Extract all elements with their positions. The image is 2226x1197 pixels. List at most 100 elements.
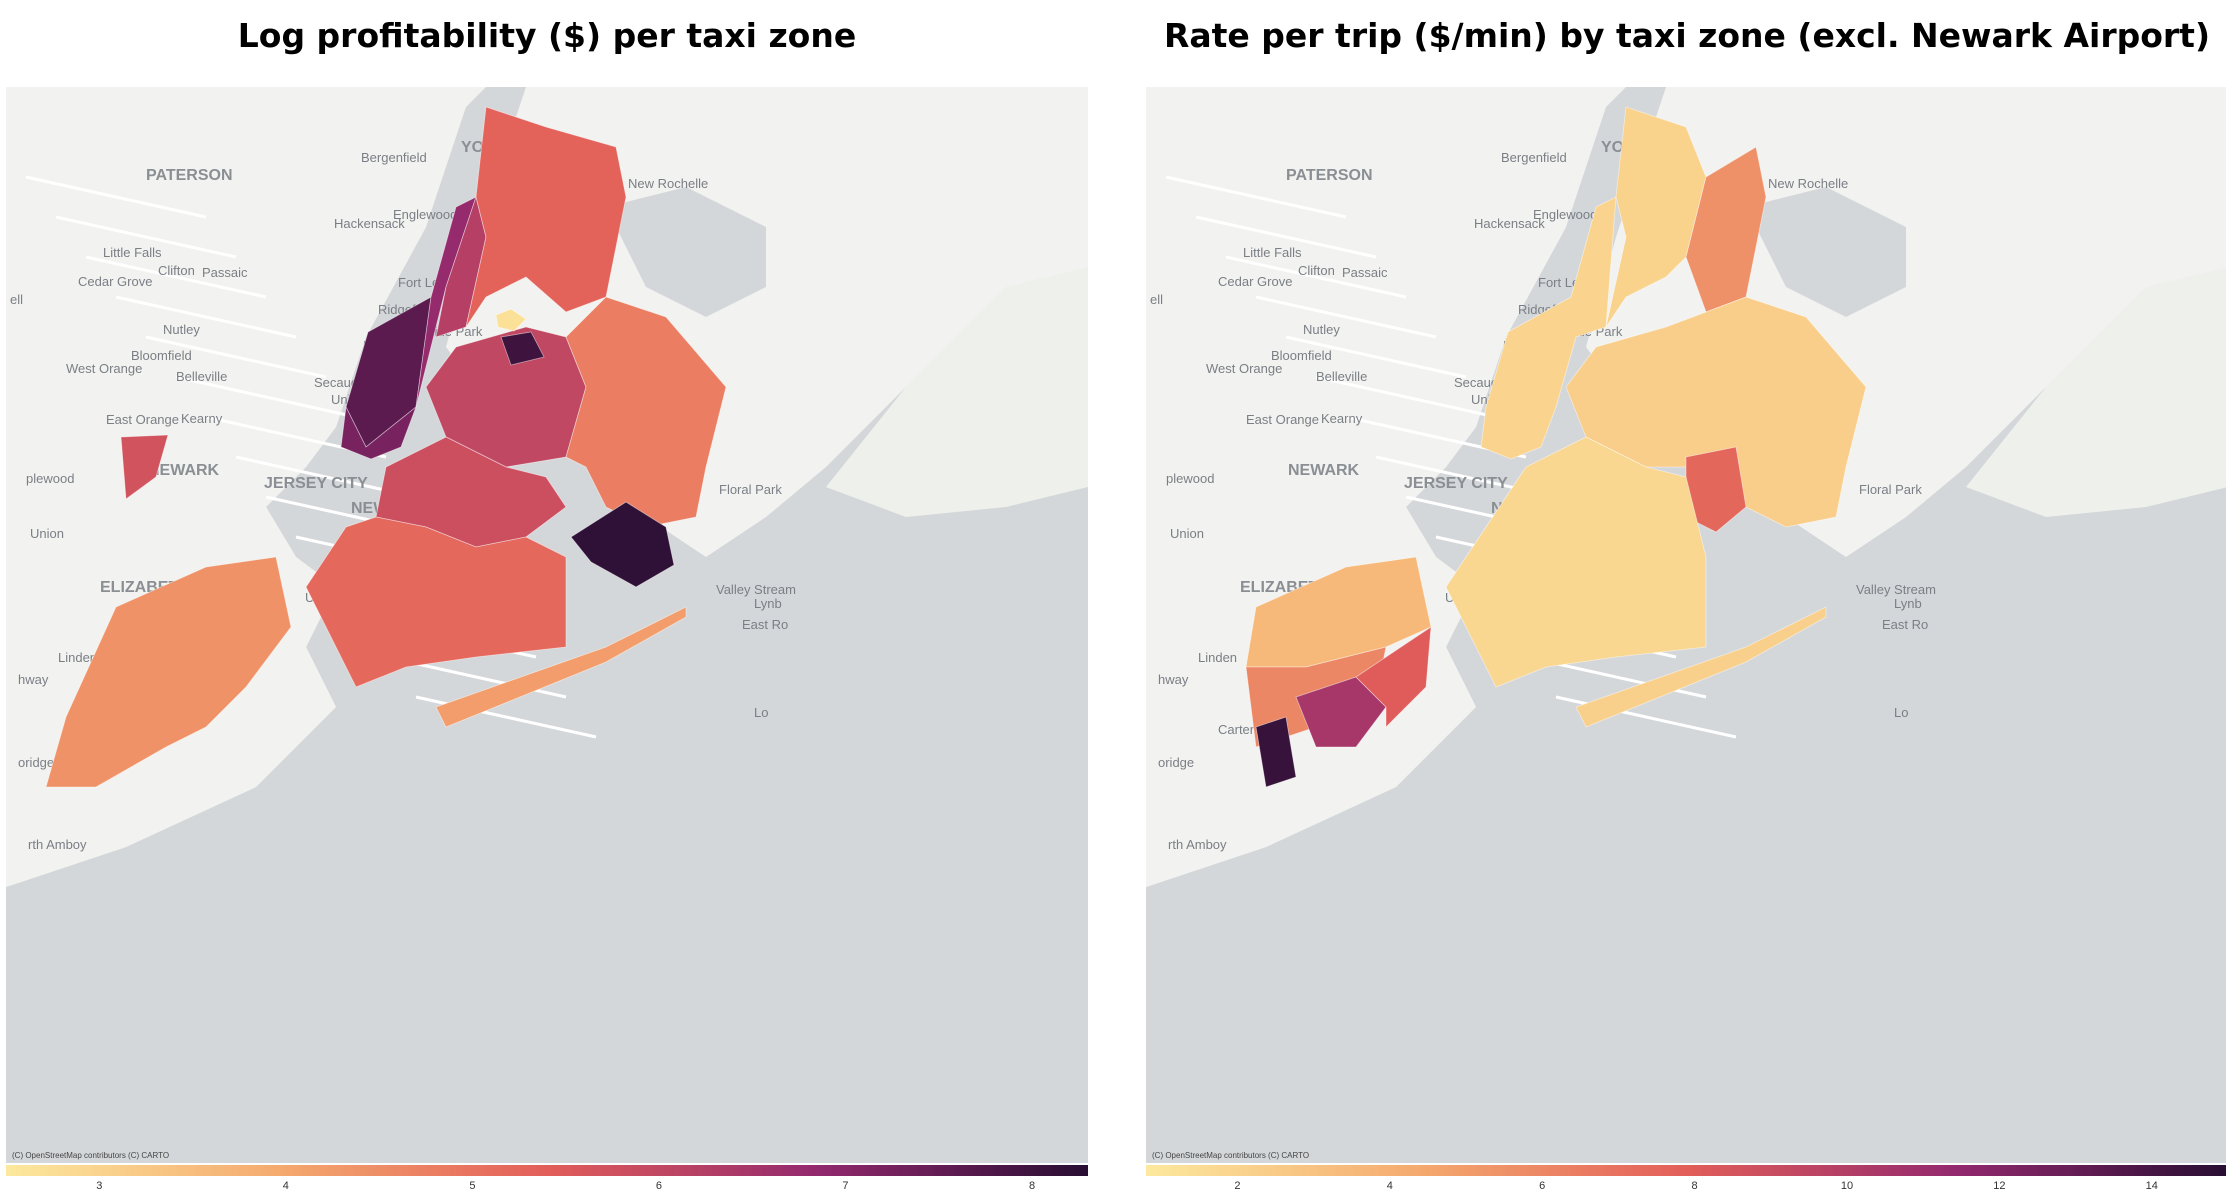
place-label: Linden [1198, 650, 1237, 665]
long-island-land [1966, 267, 2226, 517]
taxi-zone[interactable]: LaGuardia Airport [500, 331, 545, 366]
place-label: rth Amboy [1168, 837, 1227, 852]
place-label: oridge [1158, 755, 1194, 770]
place-label: PATERSON [146, 167, 233, 184]
place-label: East Ro [742, 617, 788, 632]
taxi-zone[interactable]: Rikers Island [495, 308, 527, 332]
place-label: Passaic [1342, 265, 1388, 280]
taxi-zone[interactable]: Manhattan [1480, 196, 1617, 460]
place-label: rth Amboy [28, 837, 87, 852]
place-label: ell [1150, 292, 1163, 307]
place-label: New Rochelle [628, 176, 708, 191]
place-label: East Orange [1246, 412, 1319, 427]
taxi-zone[interactable]: Rockaway [435, 606, 687, 728]
taxi-zone[interactable]: Rockaway [1575, 606, 1827, 728]
place-label: Kearny [1321, 411, 1363, 426]
place-label: Clifton [1298, 263, 1335, 278]
taxi-zone[interactable]: JFK Airport [570, 501, 675, 588]
long-island-land [826, 267, 1088, 517]
taxi-zone[interactable]: Staten Island south-east [1355, 626, 1432, 728]
place-label: Bergenfield [361, 150, 427, 165]
place-label: Linden [58, 650, 97, 665]
right-map[interactable]: YONKERSBergenfieldMount VeNew RochellePA… [1146, 87, 2226, 1163]
taxi-zone[interactable]: Queens east [565, 296, 727, 528]
right-map-title: Rate per trip ($/min) by taxi zone (excl… [1163, 16, 2211, 55]
place-label: Lynb [754, 596, 782, 611]
place-label: Englewood [393, 207, 457, 222]
place-label: JERSEY CITY [264, 475, 368, 492]
place-label: Union [1170, 526, 1204, 541]
left-colorbar-ticks: 3 4 5 6 7 8 [6, 1180, 1088, 1196]
place-label: NEWARK [1288, 462, 1360, 479]
water [1746, 187, 1906, 317]
road [145, 335, 327, 379]
place-label: Lo [754, 705, 768, 720]
colorbar-tick-label: 6 [655, 1180, 662, 1192]
right-map-panel: Rate per trip ($/min) by taxi zone (excl… [1146, 0, 2226, 1197]
left-map-svg[interactable]: YONKERSBergenfieldMount VeNew RochellePA… [6, 87, 1088, 1163]
left-map[interactable]: YONKERSBergenfieldMount VeNew RochellePA… [6, 87, 1088, 1163]
colorbar-tick-label: 6 [1539, 1180, 1546, 1192]
colorbar-tick-label: 8 [1691, 1180, 1698, 1192]
colorbar-tick-label: 4 [1386, 1180, 1393, 1192]
road [1255, 295, 1437, 339]
right-colorbar-ticks: 2 4 6 8 10 12 14 [1146, 1180, 2226, 1196]
place-label: Little Falls [1243, 245, 1302, 260]
colorbar-tick-label: 12 [1993, 1180, 2006, 1192]
place-label: Hackensack [334, 216, 405, 231]
place-label: East Ro [1882, 617, 1928, 632]
taxi-zone[interactable]: Manhattan downtown [340, 405, 417, 460]
colorbar-tick-label: 5 [469, 1180, 476, 1192]
road [1165, 175, 1347, 219]
taxi-zone[interactable]: Bronx [465, 106, 627, 328]
road [85, 255, 267, 299]
place-label: West Orange [1206, 361, 1282, 376]
taxi-zone[interactable]: Brooklyn [1445, 436, 1707, 688]
right-colorbar [1146, 1165, 2226, 1176]
place-label: Bloomfield [131, 348, 192, 363]
road [175, 375, 357, 419]
colorbar-tick-label: 8 [1028, 1180, 1036, 1192]
place-label: West Orange [66, 361, 142, 376]
colorbar-tick-label: 4 [282, 1180, 289, 1192]
place-label: oridge [18, 755, 54, 770]
place-label: Cedar Grove [78, 274, 152, 289]
taxi-zone[interactable]: Staten Island [45, 556, 292, 788]
place-label: JERSEY CITY [1404, 475, 1508, 492]
place-label: Valley Stream [1856, 582, 1936, 597]
colorbar-tick-label: 10 [1840, 1180, 1854, 1192]
road [1285, 335, 1467, 379]
colorbar-tick-label: 3 [96, 1180, 103, 1192]
place-label: Floral Park [719, 482, 782, 497]
place-label: Little Falls [103, 245, 162, 260]
right-map-svg[interactable]: YONKERSBergenfieldMount VeNew RochellePA… [1146, 87, 2226, 1163]
taxi-zone[interactable]: Staten Island south-west [1255, 716, 1297, 788]
colorbar-tick-label: 14 [2145, 1180, 2158, 1192]
place-label: Valley Stream [716, 582, 796, 597]
place-label: Clifton [158, 263, 195, 278]
place-label: Passaic [202, 265, 248, 280]
colorbar-gradient [6, 1165, 1088, 1176]
road [25, 175, 207, 219]
water [606, 187, 766, 317]
road [1315, 375, 1497, 419]
taxi-zone[interactable]: Bronx [1605, 106, 1707, 328]
place-label: New Rochelle [1768, 176, 1848, 191]
place-label: hway [1158, 672, 1189, 687]
taxi-zone[interactable]: Brooklyn south [305, 516, 567, 688]
taxi-zone[interactable]: Newark Airport [120, 434, 169, 500]
place-label: Nutley [163, 322, 200, 337]
place-label: East Orange [106, 412, 179, 427]
taxi-zone[interactable]: Staten Island south [1295, 676, 1387, 748]
place-label: Lo [1894, 705, 1908, 720]
road [115, 295, 297, 339]
place-label: NEWARK [148, 462, 220, 479]
place-label: plewood [1166, 471, 1214, 486]
place-label: Nutley [1303, 322, 1340, 337]
place-label: Lynb [1894, 596, 1922, 611]
place-label: Hackensack [1474, 216, 1545, 231]
place-label: PATERSON [1286, 167, 1373, 184]
colorbar-tick-label: 2 [1234, 1180, 1241, 1192]
place-label: Bloomfield [1271, 348, 1332, 363]
place-label: Englewood [1533, 207, 1597, 222]
